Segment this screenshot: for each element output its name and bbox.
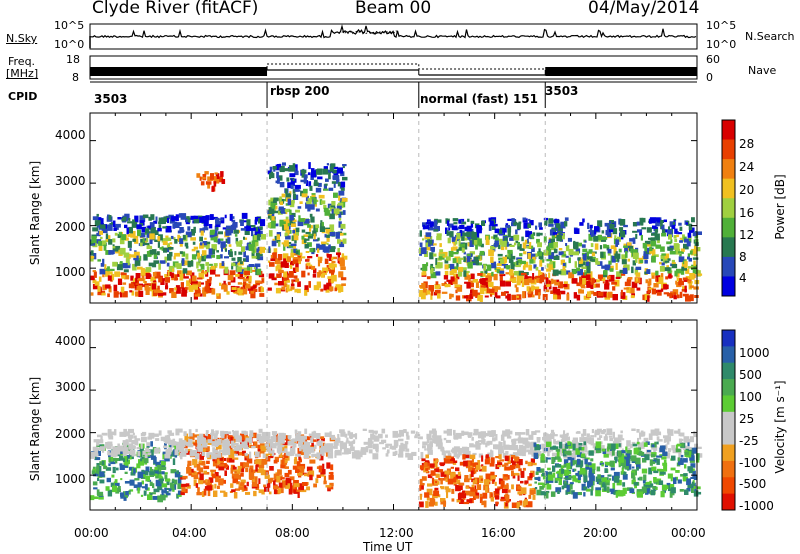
- freq-trace: [90, 63, 697, 76]
- freq-label-1: Freq.: [8, 55, 36, 68]
- vel-cbar-tick-m1000: -1000: [739, 499, 774, 513]
- beam-title: Beam 00: [355, 0, 432, 18]
- station-title: Clyde River (fitACF): [92, 0, 259, 18]
- power-cbar-tick-24: 24: [739, 160, 755, 174]
- power-cbar-tick-28: 28: [739, 137, 755, 151]
- nave-right-tick-bottom: 0: [706, 71, 713, 84]
- velocity-ytick-2000: 2000: [55, 427, 86, 441]
- velocity-ytick-3000: 3000: [55, 380, 86, 394]
- cpid-label: CPID: [8, 90, 38, 103]
- velocity-ytick-4000: 4000: [55, 334, 86, 348]
- nave-right-tick-top: 60: [706, 53, 720, 66]
- date-title: 04/May/2014: [588, 0, 700, 18]
- freq-label-2: [MHz]: [6, 67, 39, 80]
- cpid-mode-label-1: 3503: [94, 92, 128, 106]
- power-cbar-label: Power [dB]: [773, 174, 787, 240]
- nsky-tick-top: 10^5: [54, 19, 85, 32]
- xtick-6: 00:00: [671, 526, 706, 540]
- cpid-mode-label-2: rbsp 200: [270, 84, 330, 98]
- vel-cbar-tick-25: 25: [739, 412, 755, 426]
- xtick-0: 00:00: [74, 526, 109, 540]
- vel-cbar-tick-500: 500: [739, 368, 762, 382]
- nsky-line: [90, 24, 697, 39]
- vel-cbar-tick-100: 100: [739, 390, 762, 404]
- velocity-heatmap: [90, 428, 703, 509]
- power-ytick-4000: 4000: [55, 128, 86, 142]
- colorbars: [721, 119, 736, 511]
- xtick-2: 08:00: [275, 526, 310, 540]
- vel-cbar-tick-m25: -25: [739, 434, 759, 448]
- power-heatmap: [90, 162, 703, 302]
- power-cbar-tick-8: 8: [739, 250, 747, 264]
- power-ytick-1000: 1000: [55, 265, 86, 279]
- nsky-trace: [89, 24, 697, 48]
- nsky-tick-bottom: 10^0: [54, 38, 85, 51]
- nsearch-line: [338, 30, 398, 35]
- velocity-ylabel: Slant Range [km]: [28, 376, 42, 482]
- power-cbar-tick-16: 16: [739, 206, 755, 220]
- power-cbar-tick-4: 4: [739, 271, 747, 285]
- xtick-1: 04:00: [172, 526, 207, 540]
- velocity-ytick-1000: 1000: [55, 472, 86, 486]
- xtick-4: 16:00: [481, 526, 516, 540]
- xaxis-label: Time UT: [363, 540, 413, 554]
- power-cbar-tick-12: 12: [739, 228, 755, 242]
- power-cbar-tick-20: 20: [739, 183, 755, 197]
- panel-frames: [89, 23, 698, 511]
- xtick-3: 12:00: [379, 526, 414, 540]
- nsky-right-tick-top: 10^5: [706, 19, 737, 32]
- nsky-label: N.Sky: [6, 32, 38, 45]
- freq-tick-bottom: 8: [72, 71, 79, 84]
- xtick-5: 20:00: [583, 526, 618, 540]
- power-ytick-3000: 3000: [55, 174, 86, 188]
- nsky-right-tick-bottom: 10^0: [706, 38, 737, 51]
- vel-cbar-tick-m500: -500: [739, 477, 767, 491]
- cpid-mode-label-4: 3503: [545, 84, 579, 98]
- cpid-mode-label-3: normal (fast) 151: [420, 92, 538, 106]
- power-ylabel: Slant Range [km]: [28, 160, 42, 266]
- freq-tick-top: 18: [66, 53, 80, 66]
- nsearch-label: N.Search: [745, 30, 795, 43]
- vel-cbar-tick-m100: -100: [739, 456, 767, 470]
- vel-cbar-tick-1000: 1000: [739, 346, 770, 360]
- velocity-cbar-label: Velocity [m s⁻¹]: [773, 380, 787, 474]
- power-ytick-2000: 2000: [55, 220, 86, 234]
- nave-label: Nave: [748, 64, 777, 77]
